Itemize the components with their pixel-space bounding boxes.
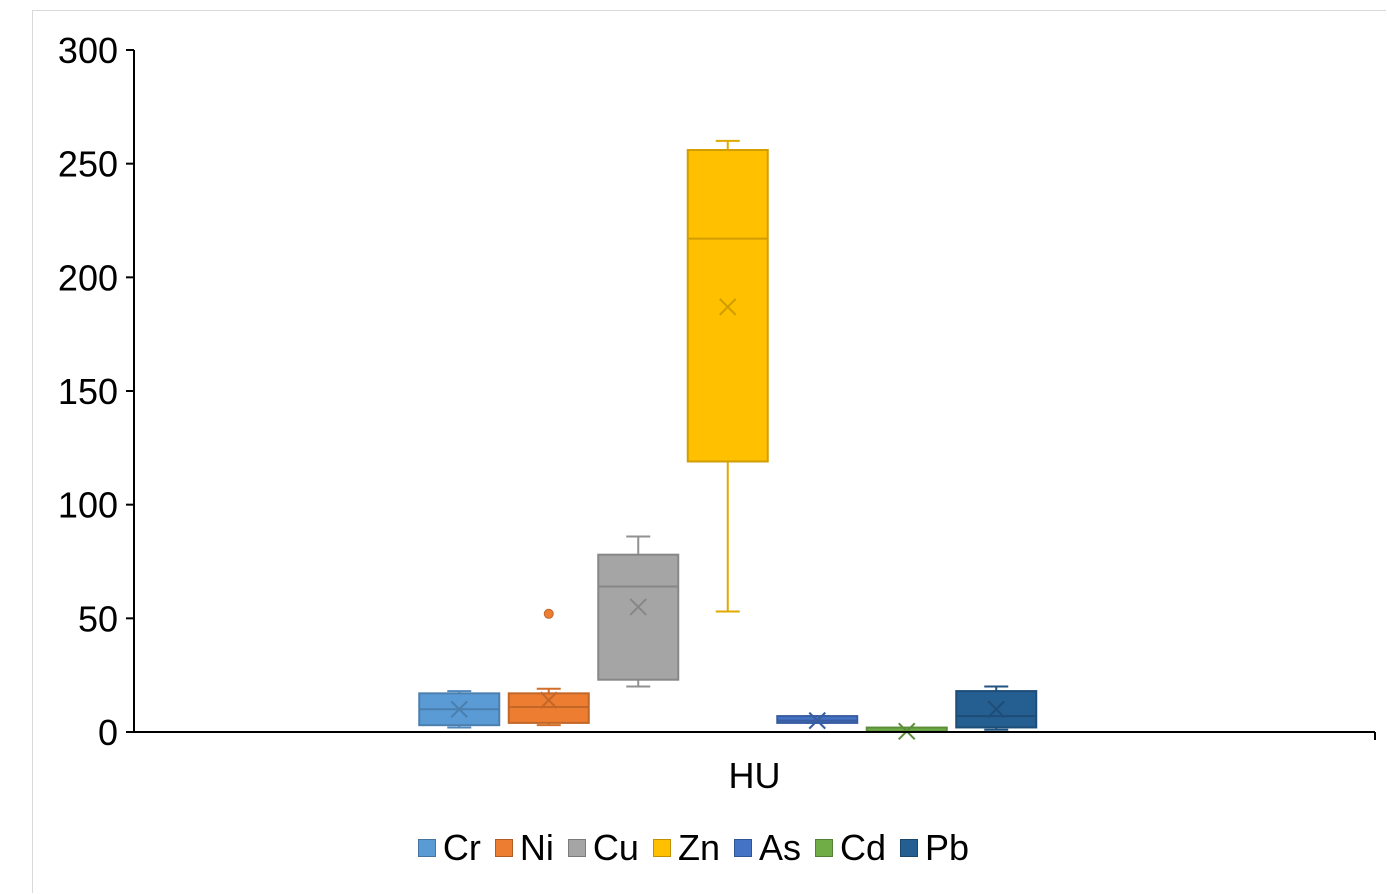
iqr-box	[598, 555, 678, 680]
legend-item-cr: Cr	[418, 822, 481, 874]
outlier-point	[544, 609, 553, 618]
legend-label: Cr	[443, 822, 481, 874]
y-tick-label: 100	[58, 485, 118, 526]
legend-swatch	[815, 839, 833, 857]
iqr-box	[509, 693, 589, 723]
legend-label: Ni	[520, 822, 554, 874]
y-tick-label: 50	[78, 598, 118, 639]
box-zn	[688, 141, 768, 612]
legend-item-cd: Cd	[815, 822, 886, 874]
legend-item-zn: Zn	[653, 822, 720, 874]
legend-item-pb: Pb	[900, 822, 969, 874]
legend-item-as: As	[734, 822, 801, 874]
legend-swatch	[653, 839, 671, 857]
legend-item-ni: Ni	[495, 822, 554, 874]
legend: Cr Ni Cu Zn As Cd Pb	[0, 822, 1387, 874]
legend-label: Cd	[840, 822, 886, 874]
box-series	[419, 141, 1036, 739]
legend-swatch	[734, 839, 752, 857]
box-cr	[419, 691, 499, 727]
box-cu	[598, 536, 678, 686]
legend-item-cu: Cu	[568, 822, 639, 874]
x-category-label: HU	[729, 755, 781, 796]
box-ni	[509, 609, 589, 725]
legend-label: Zn	[678, 822, 720, 874]
legend-swatch	[495, 839, 513, 857]
legend-swatch	[568, 839, 586, 857]
legend-label: As	[759, 822, 801, 874]
y-tick-label: 300	[58, 30, 118, 71]
box-plot-chart: 0 50 100 150 200 250 300 HU	[0, 0, 1387, 820]
legend-swatch	[418, 839, 436, 857]
legend-swatch	[900, 839, 918, 857]
y-tick-label: 250	[58, 144, 118, 185]
y-tick-label: 150	[58, 371, 118, 412]
box-pb	[956, 687, 1036, 730]
box-as	[777, 713, 857, 729]
y-tick-label: 200	[58, 257, 118, 298]
legend-label: Cu	[593, 822, 639, 874]
y-axis-ticks: 0 50 100 150 200 250 300	[58, 30, 134, 753]
legend-label: Pb	[925, 822, 969, 874]
y-tick-label: 0	[98, 712, 118, 753]
